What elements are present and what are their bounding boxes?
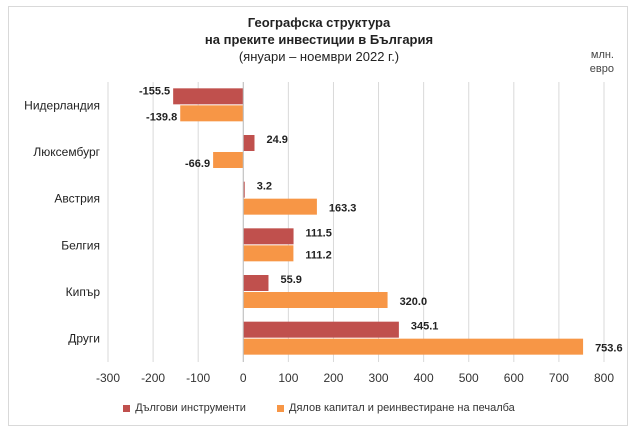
- bar-s0-3: [243, 228, 294, 245]
- legend-label-equity: Дялов капитал и реинвестиране на печалба: [289, 402, 515, 414]
- category-label-0: Нидерландия: [24, 98, 100, 112]
- data-label-s1-0: -139.8: [146, 111, 177, 123]
- bar-s1-0: [180, 105, 244, 122]
- x-tick-label-1: -200: [141, 371, 165, 385]
- bar-s1-2: [243, 198, 317, 215]
- data-label-s0-1: 24.9: [267, 134, 288, 146]
- legend: Дългови инструменти Дялов капитал и реин…: [0, 402, 638, 415]
- category-label-4: Кипър: [66, 285, 101, 299]
- data-label-s0-4: 55.9: [280, 274, 301, 286]
- category-label-3: Белгия: [61, 238, 100, 252]
- category-label-2: Австрия: [54, 192, 100, 206]
- chart-title-line1: Географска структура: [247, 15, 391, 30]
- data-label-s0-5: 345.1: [411, 321, 439, 333]
- x-tick-label-6: 300: [369, 371, 389, 385]
- legend-swatch-debt: [123, 404, 131, 412]
- legend-swatch-equity: [277, 404, 284, 412]
- bar-s0-5: [243, 321, 399, 338]
- chart-title: Географска структура на преките инвестиц…: [0, 14, 638, 65]
- x-tick-label-4: 100: [278, 371, 298, 385]
- category-label-5: Други: [68, 332, 100, 346]
- chart-frame: [8, 6, 628, 426]
- data-label-s1-4: 320.0: [400, 296, 428, 308]
- data-label-s1-1: -66.9: [185, 158, 210, 170]
- x-tick-label-8: 500: [459, 371, 479, 385]
- x-tick-label-10: 700: [549, 371, 569, 385]
- bar-s1-1: [213, 152, 244, 168]
- x-tick-label-3: 0: [240, 371, 247, 385]
- legend-item-equity: Дялов капитал и реинвестиране на печалба: [277, 402, 515, 414]
- bar-s0-2: [243, 181, 245, 198]
- bar-s0-1: [243, 135, 255, 151]
- x-tick-label-5: 200: [323, 371, 343, 385]
- x-tick-label-2: -100: [186, 371, 210, 385]
- x-tick-label-9: 600: [504, 371, 524, 385]
- category-label-1: Люксембург: [33, 145, 100, 159]
- bar-s1-3: [243, 245, 294, 262]
- chart-subtitle: (януари – ноември 2022 г.): [238, 49, 400, 64]
- legend-item-debt: Дългови инструменти: [123, 402, 246, 414]
- data-label-s0-2: 3.2: [257, 181, 272, 193]
- bar-s0-4: [243, 275, 269, 291]
- unit-label: млн. евро: [589, 49, 614, 75]
- bar-s1-4: [243, 292, 388, 308]
- data-label-s1-3: 111.2: [305, 249, 331, 261]
- chart-title-line2: на преките инвестиции в България: [204, 32, 434, 47]
- bar-s0-0: [173, 88, 244, 105]
- x-tick-label-7: 400: [414, 371, 434, 385]
- legend-label-debt: Дългови инструменти: [135, 402, 246, 414]
- data-label-s1-2: 163.3: [329, 203, 357, 215]
- bar-s1-5: [243, 338, 584, 355]
- x-tick-label-11: 800: [594, 371, 614, 385]
- data-label-s1-5: 753.6: [595, 343, 623, 355]
- x-tick-label-0: -300: [96, 371, 120, 385]
- data-label-s0-0: -155.5: [139, 85, 170, 97]
- data-label-s0-3: 111.5: [306, 227, 332, 239]
